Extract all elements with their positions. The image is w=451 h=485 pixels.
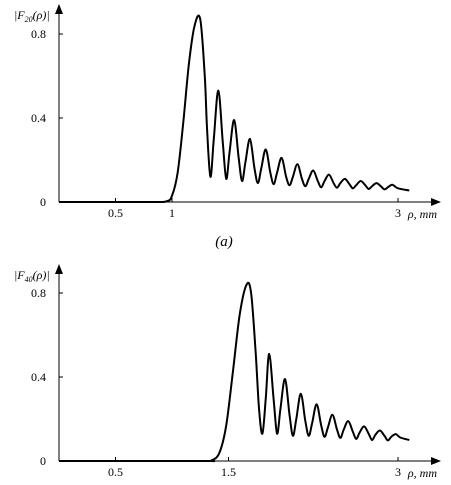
series-line — [58, 281, 410, 463]
y-tick-label: 0 — [40, 454, 46, 468]
y-tick-label: 0.4 — [31, 370, 46, 384]
y-axis-label: |F40(ρ)| — [14, 268, 50, 284]
y-axis-label-main: |F — [14, 8, 25, 22]
y-axis-label-subscript: 20 — [25, 15, 33, 24]
x-tick-label: 3 — [395, 206, 401, 220]
x-tick-label: 1.5 — [221, 465, 236, 479]
y-tick-label: 0.4 — [31, 111, 46, 125]
y-axis-label-rest: (ρ)| — [33, 268, 50, 282]
x-tick-label: 1 — [169, 206, 175, 220]
x-tick-label: 0.5 — [108, 465, 123, 479]
y-axis-label-rest: (ρ)| — [33, 8, 50, 22]
y-axis-label-subscript: 40 — [25, 275, 33, 284]
x-tick-label: 3 — [395, 465, 401, 479]
series-line — [58, 14, 410, 204]
x-axis-label: ρ, mm — [407, 466, 437, 480]
figure-caption: (a) — [215, 234, 233, 250]
y-tick-label: 0.8 — [31, 286, 46, 300]
y-tick-label: 0.8 — [31, 27, 46, 41]
x-axis-label: ρ, mm — [407, 207, 437, 221]
chart-panel-b: 0.5 1.5 3 0 0.4 0.8 |F40(ρ)| ρ, mm — [14, 264, 441, 480]
x-tick-label: 0.5 — [108, 206, 123, 220]
y-axis-label-main: |F — [14, 268, 25, 282]
chart-panel-a: 0.5 1 3 0 0.4 0.8 |F20(ρ)| ρ, mm (a) — [14, 4, 441, 250]
y-axis-label: |F20(ρ)| — [14, 8, 50, 24]
y-tick-label: 0 — [40, 195, 46, 209]
